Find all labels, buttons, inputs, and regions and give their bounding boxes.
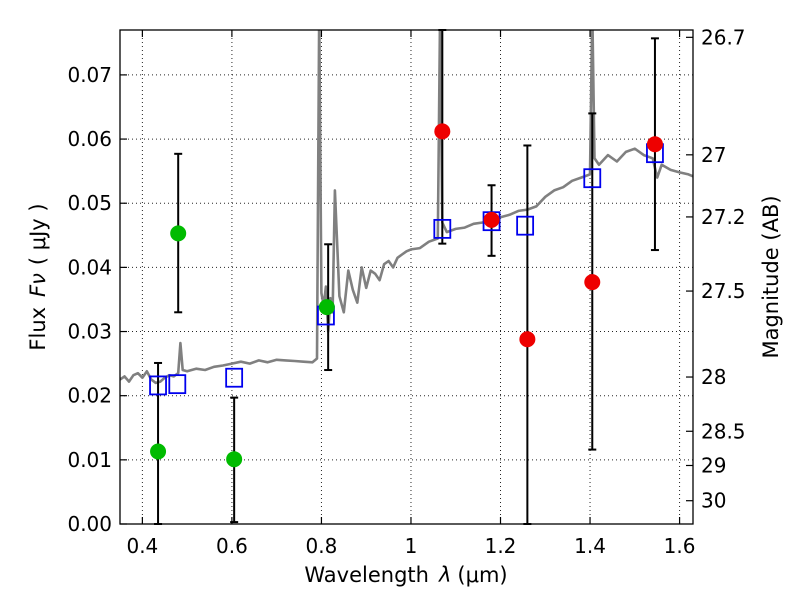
mag-tick-label: 27.2 [701, 205, 746, 229]
x-tick-label: 1 [405, 534, 418, 558]
observed-flux-point [170, 225, 187, 242]
x-tick-label: 1.2 [485, 534, 517, 558]
mag-tick-label: 27 [701, 143, 726, 167]
axis-ticks: 0.4 0.6 0.8 1 1.2 1.4 1.6 0.00 0.01 0.02 0.03 0.04 0… [67, 25, 745, 558]
model-photometry-square [168, 374, 187, 395]
x-tick-label: 1.6 [664, 534, 696, 558]
observed-flux-point [318, 299, 335, 316]
x-tick-label: 0.6 [216, 534, 248, 558]
spectrum-layer [120, 30, 693, 385]
model-photometry-square [583, 168, 602, 189]
observed-flux-point [226, 451, 243, 468]
x-tick-label: 1.4 [574, 534, 606, 558]
y-tick-label: 0.06 [67, 127, 112, 151]
mag-tick-label: 26.7 [701, 25, 746, 49]
mag-tick-label: 28.5 [701, 419, 746, 443]
x-tick-label: 0.8 [306, 534, 338, 558]
y-axis-label: FluxFν( μJy ) [26, 203, 50, 350]
model-photometry-square [149, 375, 167, 396]
y-tick-label: 0.07 [67, 63, 112, 87]
mag-tick-label: 30 [701, 489, 726, 513]
model-spectrum-line [120, 30, 693, 385]
mag-tick-label: 29 [701, 453, 726, 477]
plot-frame [119, 29, 694, 525]
observed-flux-point [584, 274, 601, 291]
observed-flux-point [646, 136, 663, 153]
x-tick-label: 0.4 [126, 534, 158, 558]
model-photometry-square [225, 367, 244, 388]
model-photometry-square [516, 215, 535, 236]
mag-tick-label: 28 [701, 365, 726, 389]
y-tick-label: 0.03 [67, 320, 112, 344]
y2-axis-label: Magnitude (AB) [759, 195, 783, 358]
observed-flux-point [434, 123, 451, 140]
x-axis-label: Wavelength λ (μm) [304, 563, 507, 587]
observed-flux-point [519, 331, 536, 348]
y-tick-label: 0.04 [67, 255, 112, 279]
y-tick-label: 0.00 [67, 512, 112, 536]
observed-flux-point [483, 211, 500, 228]
grid-lines [120, 30, 693, 524]
y-tick-label: 0.02 [67, 384, 112, 408]
error-bars [154, 29, 659, 525]
y-tick-label: 0.01 [67, 448, 112, 472]
y-tick-label: 0.05 [67, 191, 112, 215]
data-markers [149, 123, 664, 468]
observed-flux-point [150, 443, 167, 460]
model-photometry-square [433, 218, 452, 239]
mag-tick-label: 27.5 [701, 279, 746, 303]
